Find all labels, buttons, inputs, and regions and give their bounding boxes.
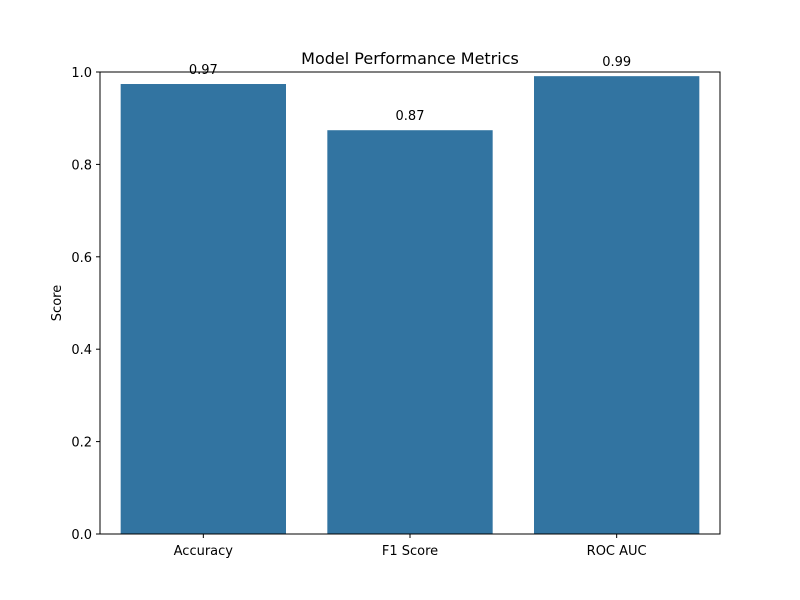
y-tick-label: 1.0 (71, 66, 92, 81)
y-tick-label: 0.4 (71, 343, 92, 358)
plot-frame (99, 71, 721, 535)
y-tick-label: 0.6 (71, 251, 92, 266)
y-tick-label: 0.0 (71, 528, 92, 543)
y-ticks: 0.0 0.2 0.4 0.6 0.8 1.0 (71, 66, 100, 543)
chart-title: Model Performance Metrics (301, 49, 519, 68)
y-axis-label: Score (50, 285, 65, 321)
bar-f1-score (327, 130, 493, 534)
bars-layer (120, 76, 700, 535)
data-labels: 0.97 0.87 0.99 (189, 55, 631, 124)
x-ticks: Accuracy F1 Score ROC AUC (174, 534, 647, 559)
bar-accuracy (120, 84, 287, 535)
y-tick-label: 0.8 (71, 158, 92, 173)
data-label: 0.97 (189, 63, 218, 78)
y-tick-label: 0.2 (71, 436, 92, 451)
x-tick-label: F1 Score (382, 544, 438, 559)
data-label: 0.99 (602, 55, 631, 70)
axes-frame (99, 71, 721, 535)
x-tick-label: Accuracy (174, 544, 234, 559)
bar-roc-auc (534, 76, 700, 535)
data-label: 0.87 (396, 109, 425, 124)
x-tick-label: ROC AUC (587, 544, 647, 559)
